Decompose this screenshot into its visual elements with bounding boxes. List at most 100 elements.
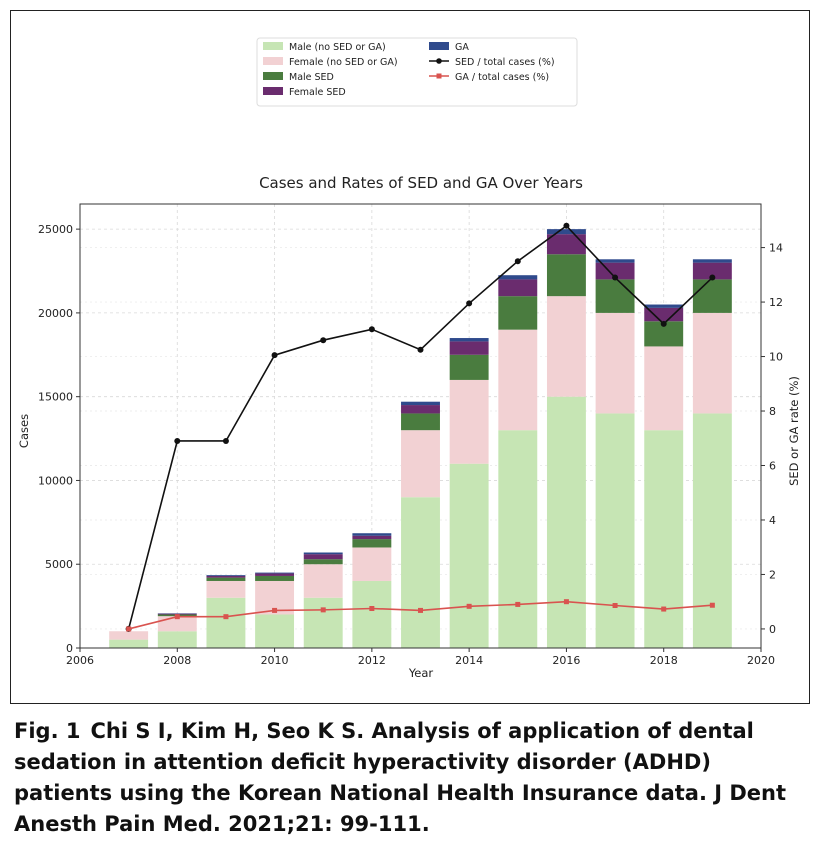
bar-segment	[449, 341, 489, 355]
bar-segment	[498, 296, 538, 330]
bar-segment	[401, 405, 440, 414]
y2-axis-label: SED or GA rate (%)	[787, 376, 801, 486]
bar-segment	[546, 229, 586, 235]
line-point	[612, 603, 618, 609]
bar-segment	[255, 575, 295, 581]
figure-frame: 2006 2008 2010 2012 2014 2016 2018 2020 0 5000 100…	[10, 10, 810, 704]
bar-segment	[352, 539, 392, 548]
bar-segment	[303, 554, 343, 560]
caption-text: Chi S I, Kim H, Seo K S. Analysis of app…	[14, 719, 787, 836]
line-point	[709, 274, 716, 281]
legend-swatch	[263, 57, 283, 65]
y2-tick-label: 6	[769, 459, 776, 472]
line-point	[320, 337, 327, 344]
bar-segment	[692, 413, 732, 648]
bar-segment	[449, 463, 489, 648]
line-point	[174, 437, 181, 444]
y2-tick-label: 4	[769, 514, 776, 527]
bar-segment	[157, 631, 197, 648]
line-point	[174, 614, 180, 620]
x-tick-label: 2020	[747, 654, 775, 667]
line-point	[661, 606, 667, 612]
line-point	[563, 599, 569, 605]
bar-segment	[498, 329, 538, 431]
bar-segment	[692, 259, 732, 263]
bar-segment	[303, 552, 343, 555]
y2-tick-label: 10	[769, 351, 783, 364]
bar-segment	[692, 262, 732, 280]
y-tick-label: 5000	[45, 558, 73, 571]
bar-segment	[546, 254, 586, 297]
x-axis-label: Year	[408, 666, 434, 680]
y-tick-label: 0	[66, 642, 73, 655]
line-point	[222, 437, 229, 444]
bar-segment	[303, 564, 343, 598]
x-tick-label: 2012	[358, 654, 386, 667]
line-point	[563, 222, 570, 229]
legend-label: GA	[455, 42, 469, 53]
bar-segment	[352, 547, 392, 581]
bar-segment	[498, 430, 538, 648]
bar-segment	[644, 346, 684, 431]
line-point	[612, 274, 619, 281]
y2-tick-label: 12	[769, 296, 783, 309]
legend-label: Male SED	[289, 72, 334, 83]
line-point	[418, 607, 423, 613]
plot-border	[79, 203, 762, 649]
bar-segment	[449, 354, 489, 380]
bar-segment	[644, 304, 684, 308]
legend-marker	[436, 73, 442, 79]
bar-segment	[109, 631, 149, 640]
legend-swatch	[263, 42, 283, 50]
line-point	[514, 258, 521, 265]
legend-label: Female SED	[289, 87, 346, 98]
bar-segment	[352, 535, 392, 540]
bar-segment	[401, 413, 440, 431]
line-point	[466, 603, 472, 609]
bar-segment	[692, 312, 732, 414]
rate-lines	[125, 222, 716, 632]
line-point	[369, 606, 375, 612]
bar-segment	[692, 279, 732, 313]
line-point	[368, 326, 375, 333]
line-point	[223, 614, 229, 620]
figure-caption: Fig. 1 Chi S I, Kim H, Seo K S. Analysis …	[14, 716, 810, 840]
axes: 2006 2008 2010 2012 2014 2016 2018 202005000100…	[38, 203, 783, 667]
y-tick-label: 15000	[38, 391, 73, 404]
bar-segment	[546, 296, 586, 397]
legend-label: Female (no SED or GA)	[289, 57, 398, 68]
y2-tick-label: 2	[769, 568, 776, 581]
chart-title: Cases and Rates of SED and GA Over Years	[259, 174, 583, 192]
x-tick-label: 2010	[261, 654, 289, 667]
line-point	[515, 601, 521, 607]
bar-segment	[644, 307, 684, 322]
bar-segment	[644, 430, 684, 648]
legend-swatch	[263, 72, 283, 80]
bar-segment	[595, 413, 635, 648]
y-tick-label: 10000	[38, 474, 73, 487]
legend-label: GA / total cases (%)	[455, 72, 549, 83]
caption-label: Fig. 1	[14, 719, 81, 743]
y-tick-label: 20000	[38, 307, 73, 320]
bar-segment	[206, 580, 246, 598]
line-point	[126, 626, 132, 632]
y2-tick-label: 14	[769, 242, 783, 255]
bar-segment	[206, 575, 246, 576]
bar-segment	[401, 430, 440, 498]
bar-segment	[255, 614, 295, 648]
line-point	[417, 346, 424, 353]
bar-segment	[498, 275, 538, 280]
bar-segment	[206, 575, 246, 578]
bar-segment	[401, 497, 440, 648]
bar-segment	[498, 279, 538, 297]
bar-segment	[255, 572, 295, 574]
bar-segment	[546, 396, 586, 648]
chart: 2006 2008 2010 2012 2014 2016 2018 202005000100…	[17, 37, 801, 680]
legend-label: SED / total cases (%)	[455, 57, 555, 68]
bar-segment	[401, 401, 440, 406]
x-tick-label: 2006	[66, 654, 94, 667]
x-tick-label: 2016	[552, 654, 580, 667]
legend-swatch	[429, 42, 449, 50]
line-point	[271, 352, 278, 359]
line-point	[466, 300, 473, 307]
